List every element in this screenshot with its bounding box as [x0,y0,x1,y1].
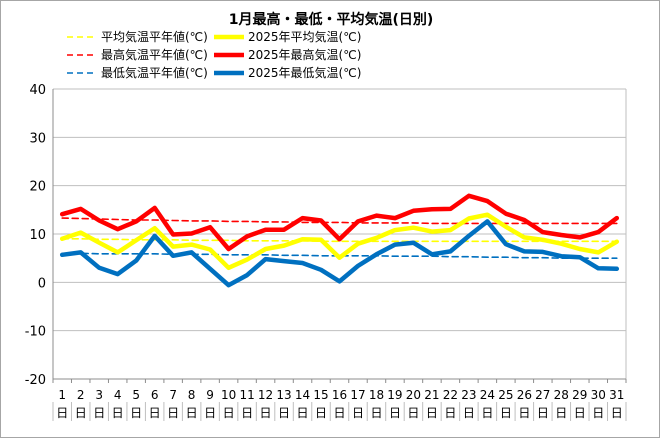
x-tick-unit: 日 [315,406,327,420]
x-tick-label: 9 [206,388,214,402]
x-tick-label: 17 [350,388,365,402]
x-tick-unit: 日 [444,406,456,420]
y-tick-label: 10 [29,228,46,243]
x-tick-label: 26 [517,388,532,402]
x-tick-label: 16 [332,388,347,402]
legend-label: 2025年最低気温(℃) [248,65,361,80]
x-tick-unit: 日 [75,406,87,420]
x-tick-unit: 日 [278,406,290,420]
x-tick-unit: 日 [241,406,253,420]
y-axis: -20 -10 0 10 20 30 40 [25,83,46,388]
x-tick-label: 4 [114,388,122,402]
x-tick-unit: 日 [592,406,604,420]
x-tick-unit: 日 [204,406,216,420]
x-tick-label: 19 [387,388,402,402]
grid [52,88,627,380]
legend-label: 2025年最高気温(℃) [248,47,361,62]
x-tick-unit: 日 [463,406,475,420]
series-line-2 [61,217,618,225]
x-axis: 1日2日3日4日5日6日7日8日9日10日11日12日13日14日15日16日1… [52,379,627,421]
y-tick-label: -20 [25,373,46,388]
x-tick-label: 14 [295,388,310,402]
x-tick-label: 7 [169,388,177,402]
x-tick-label: 11 [239,388,254,402]
x-tick-unit: 日 [611,406,623,420]
y-tick-label: -10 [25,325,46,340]
series-line-4 [59,212,620,271]
x-tick-unit: 日 [333,406,345,420]
series-line-1 [61,238,618,243]
y-tick-label: 30 [29,131,46,146]
x-tick-unit: 日 [574,406,586,420]
x-tick-unit: 日 [223,406,235,420]
x-tick-label: 15 [313,388,328,402]
y-tick-label: 40 [29,83,46,98]
x-tick-label: 31 [609,388,624,402]
plot-area [59,193,620,288]
x-tick-label: 27 [535,388,550,402]
x-tick-unit: 日 [426,406,438,420]
x-tick-unit: 日 [56,406,68,420]
y-tick-label: 0 [38,276,46,291]
x-tick-label: 3 [95,388,103,402]
x-tick-label: 2 [77,388,85,402]
x-tick-label: 6 [151,388,159,402]
x-tick-label: 13 [276,388,291,402]
x-tick-unit: 日 [112,406,124,420]
x-tick-unit: 日 [407,406,419,420]
chart-title: 1月最高・最低・平均気温(日別) [229,11,434,28]
series-line-5 [59,193,620,252]
x-tick-label: 28 [554,388,569,402]
x-tick-label: 24 [480,388,495,402]
x-tick-label: 21 [424,388,439,402]
x-tick-label: 30 [591,388,606,402]
x-tick-unit: 日 [555,406,567,420]
x-tick-label: 22 [443,388,458,402]
x-tick-unit: 日 [537,406,549,420]
legend-label: 平均気温平年値(℃) [101,29,208,44]
x-tick-unit: 日 [500,406,512,420]
x-tick-label: 1 [58,388,66,402]
x-tick-label: 29 [572,388,587,402]
x-tick-unit: 日 [167,406,179,420]
x-tick-label: 25 [498,388,513,402]
x-tick-unit: 日 [297,406,309,420]
x-tick-unit: 日 [186,406,198,420]
x-tick-unit: 日 [481,406,493,420]
x-tick-unit: 日 [389,406,401,420]
x-tick-unit: 日 [518,406,530,420]
x-tick-unit: 日 [352,406,364,420]
x-tick-label: 12 [258,388,273,402]
x-tick-label: 20 [406,388,421,402]
x-tick-label: 8 [188,388,196,402]
x-tick-unit: 日 [370,406,382,420]
y-tick-label: 20 [29,180,46,195]
x-tick-label: 5 [132,388,140,402]
x-tick-unit: 日 [130,406,142,420]
legend-label: 2025年平均気温(℃) [248,29,361,44]
x-tick-unit: 日 [260,406,272,420]
legend: 平均気温平年値(℃) 最高気温平年値(℃) 最低気温平年値(℃) 2025年平均気温(… [67,29,361,80]
x-tick-label: 18 [369,388,384,402]
x-tick-label: 23 [461,388,476,402]
series-line-3 [61,252,618,260]
x-tick-unit: 日 [149,406,161,420]
legend-label: 最低気温平年値(℃) [101,65,208,80]
series-line-6 [59,219,620,288]
x-tick-unit: 日 [93,406,105,420]
x-tick-label: 10 [221,388,236,402]
legend-label: 最高気温平年値(℃) [101,47,208,62]
